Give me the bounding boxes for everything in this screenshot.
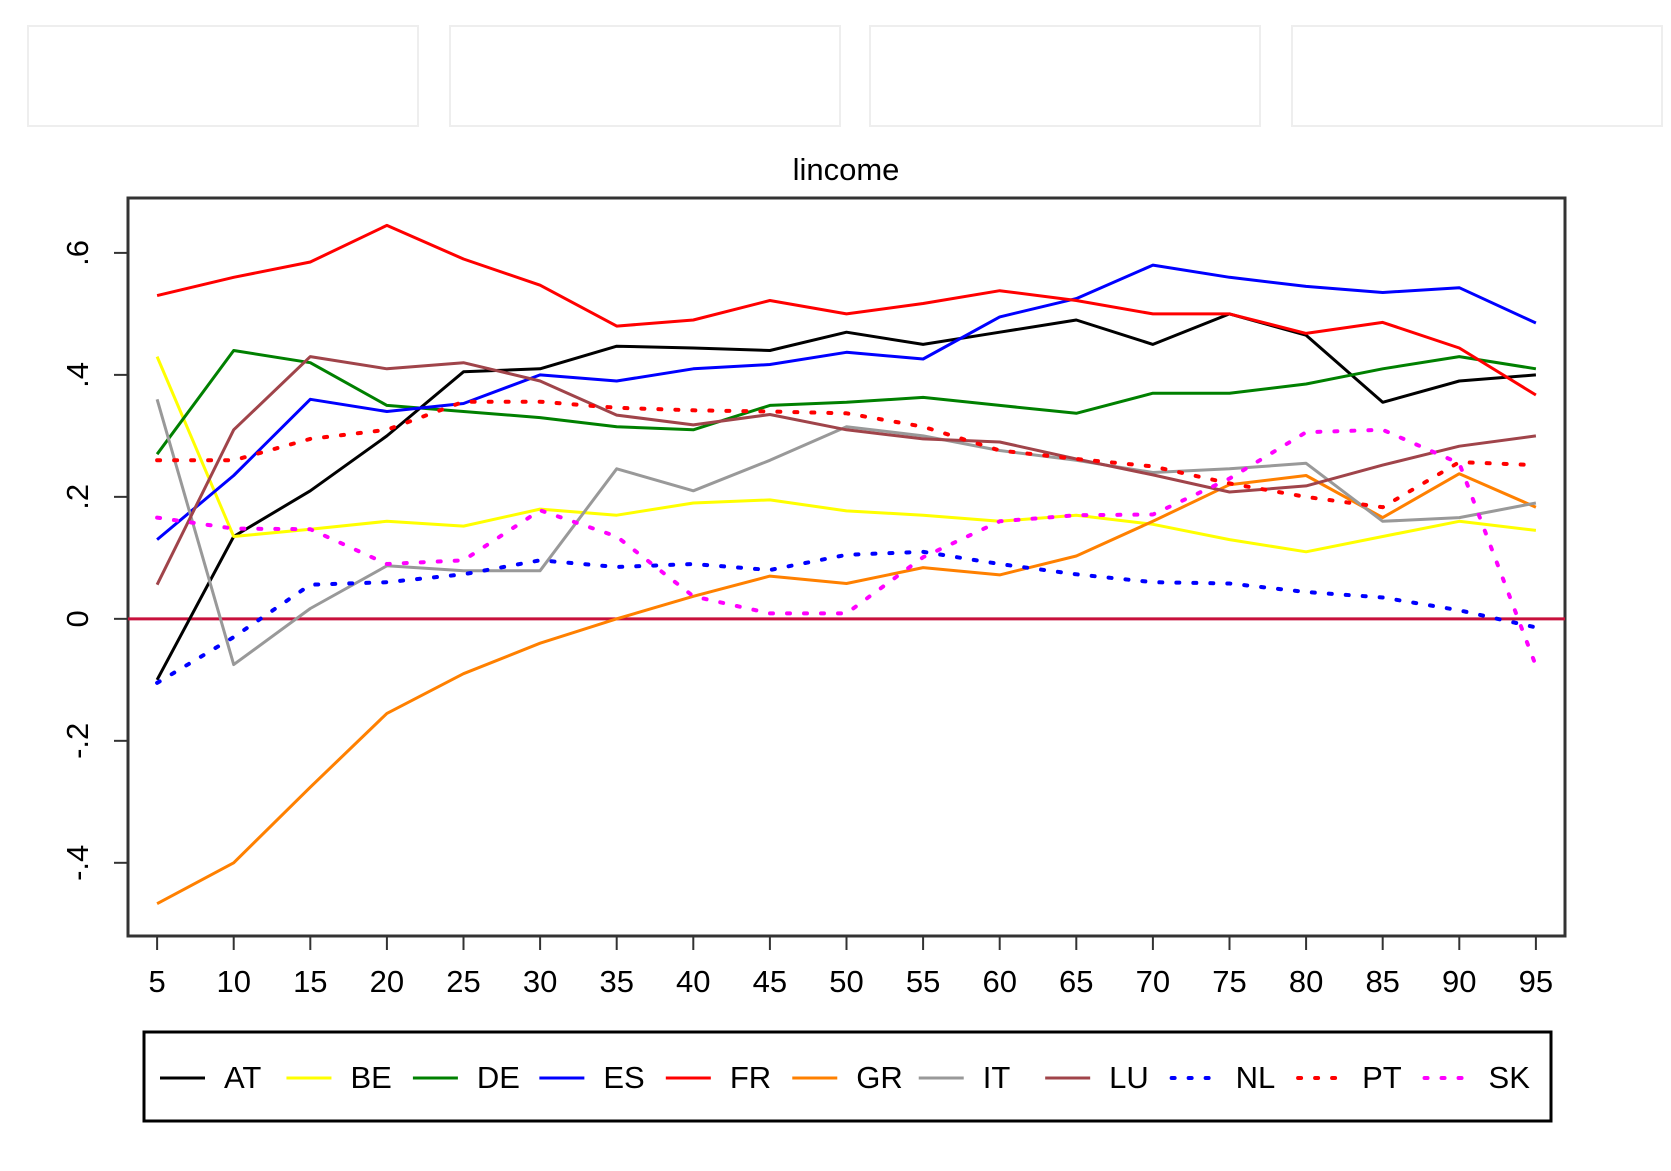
chart-title: lincome: [793, 152, 900, 187]
x-tick-label: 40: [676, 964, 710, 999]
legend-label: DE: [477, 1060, 520, 1095]
x-tick-label: 45: [753, 964, 787, 999]
x-tick-label: 75: [1212, 964, 1246, 999]
x-tick-label: 80: [1289, 964, 1323, 999]
legend-label: ES: [603, 1060, 644, 1095]
series-line: [156, 223, 1537, 397]
legend-label: AT: [224, 1060, 261, 1095]
x-tick-label: 35: [599, 964, 633, 999]
series-line: [155, 399, 1538, 510]
x-tick-label: 15: [293, 964, 327, 999]
series-line: [155, 427, 1538, 668]
y-tick-label: 0: [60, 610, 95, 627]
backdrop: [0, 130, 1671, 1171]
x-tick-label: 10: [216, 964, 250, 999]
x-tick-label: 50: [829, 964, 863, 999]
background-thumbnails: [27, 25, 1663, 127]
y-tick-label: -.4: [60, 845, 95, 881]
x-tick-label: 85: [1365, 964, 1399, 999]
legend-label: FR: [730, 1060, 771, 1095]
legend-label: PT: [1362, 1060, 1402, 1095]
series-line: [155, 356, 1537, 554]
legend-label: LU: [1109, 1060, 1149, 1095]
x-tick-label: 95: [1519, 964, 1553, 999]
x-tick-label: 20: [370, 964, 404, 999]
y-tick-label: -.2: [60, 723, 95, 759]
series-line: [155, 355, 1537, 586]
x-tick-label: 60: [982, 964, 1016, 999]
x-tick-label: 55: [906, 964, 940, 999]
series-line: [155, 312, 1537, 681]
y-tick-label: .6: [60, 240, 95, 266]
series-line: [156, 263, 1537, 541]
legend-box: [142, 1030, 1553, 1123]
legend-label: GR: [856, 1060, 903, 1095]
x-tick-label: 30: [523, 964, 557, 999]
y-tick-label: .2: [60, 484, 95, 510]
x-tick-label: 25: [446, 964, 480, 999]
y-tick-label: .4: [60, 362, 95, 388]
legend-label: BE: [350, 1060, 391, 1095]
x-tick-label: 65: [1059, 964, 1093, 999]
x-tick-label: 90: [1442, 964, 1476, 999]
legend-label: NL: [1236, 1060, 1276, 1095]
legend-label: SK: [1489, 1060, 1531, 1095]
legend-label: IT: [983, 1060, 1011, 1095]
series-line: [155, 549, 1538, 685]
x-tick-label: 70: [1136, 964, 1170, 999]
series-line: [156, 472, 1537, 906]
x-tick-label: 5: [148, 964, 165, 999]
series-line: [155, 349, 1537, 456]
